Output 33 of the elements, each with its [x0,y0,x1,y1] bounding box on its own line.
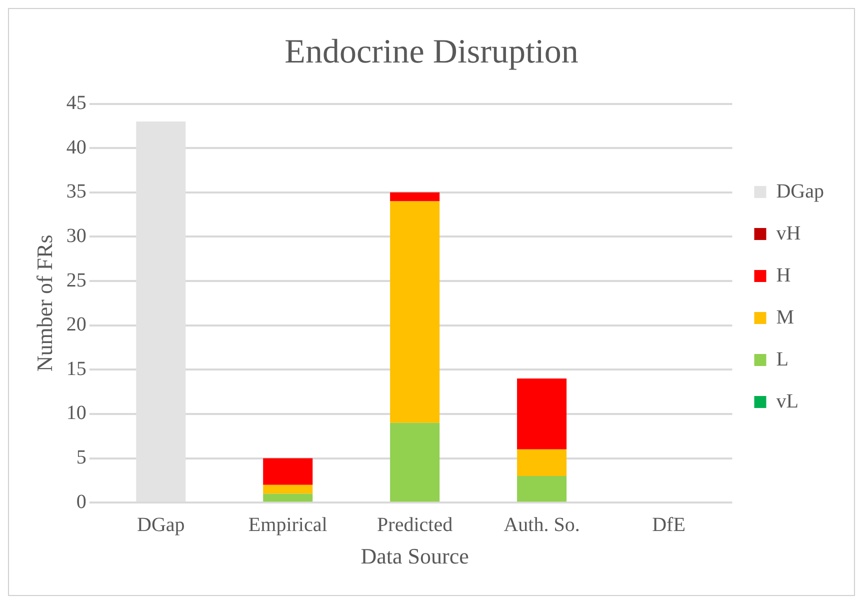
x-tick-label: DGap [137,514,185,536]
y-tick-label: 35 [66,180,86,203]
y-axis-title: Number of FRs [32,234,57,372]
bar [517,378,567,450]
bar [517,476,567,502]
y-tick-label: 5 [76,446,86,469]
bar [263,484,313,494]
x-axis-title: Data Source [360,544,469,569]
y-tick-label: 10 [66,402,86,424]
bar [390,192,440,202]
x-tick-label: DfE [652,514,686,536]
bar [390,201,440,423]
legend-label: vL [776,390,798,412]
x-tick-label: Predicted [377,514,453,536]
bar [390,422,440,502]
legend-label: DGap [776,180,824,202]
x-tick-label: Empirical [248,514,328,536]
chart-title: Endocrine Disruption [284,33,578,70]
legend-label: vH [776,222,801,244]
bar [263,494,313,502]
legend-label: L [776,348,788,370]
bar [263,458,313,485]
y-tick-label: 15 [66,358,86,380]
y-tick-label: 30 [66,224,86,247]
bar [517,449,567,476]
legend-label: M [776,306,794,328]
y-tick-label: 20 [66,314,86,336]
y-tick-label: 0 [76,490,86,513]
x-tick-label: Auth. So. [504,514,580,536]
legend-label: H [776,264,791,286]
y-tick-label: 45 [66,92,86,114]
y-tick-label: 25 [66,269,86,292]
y-tick-label: 40 [66,136,86,158]
